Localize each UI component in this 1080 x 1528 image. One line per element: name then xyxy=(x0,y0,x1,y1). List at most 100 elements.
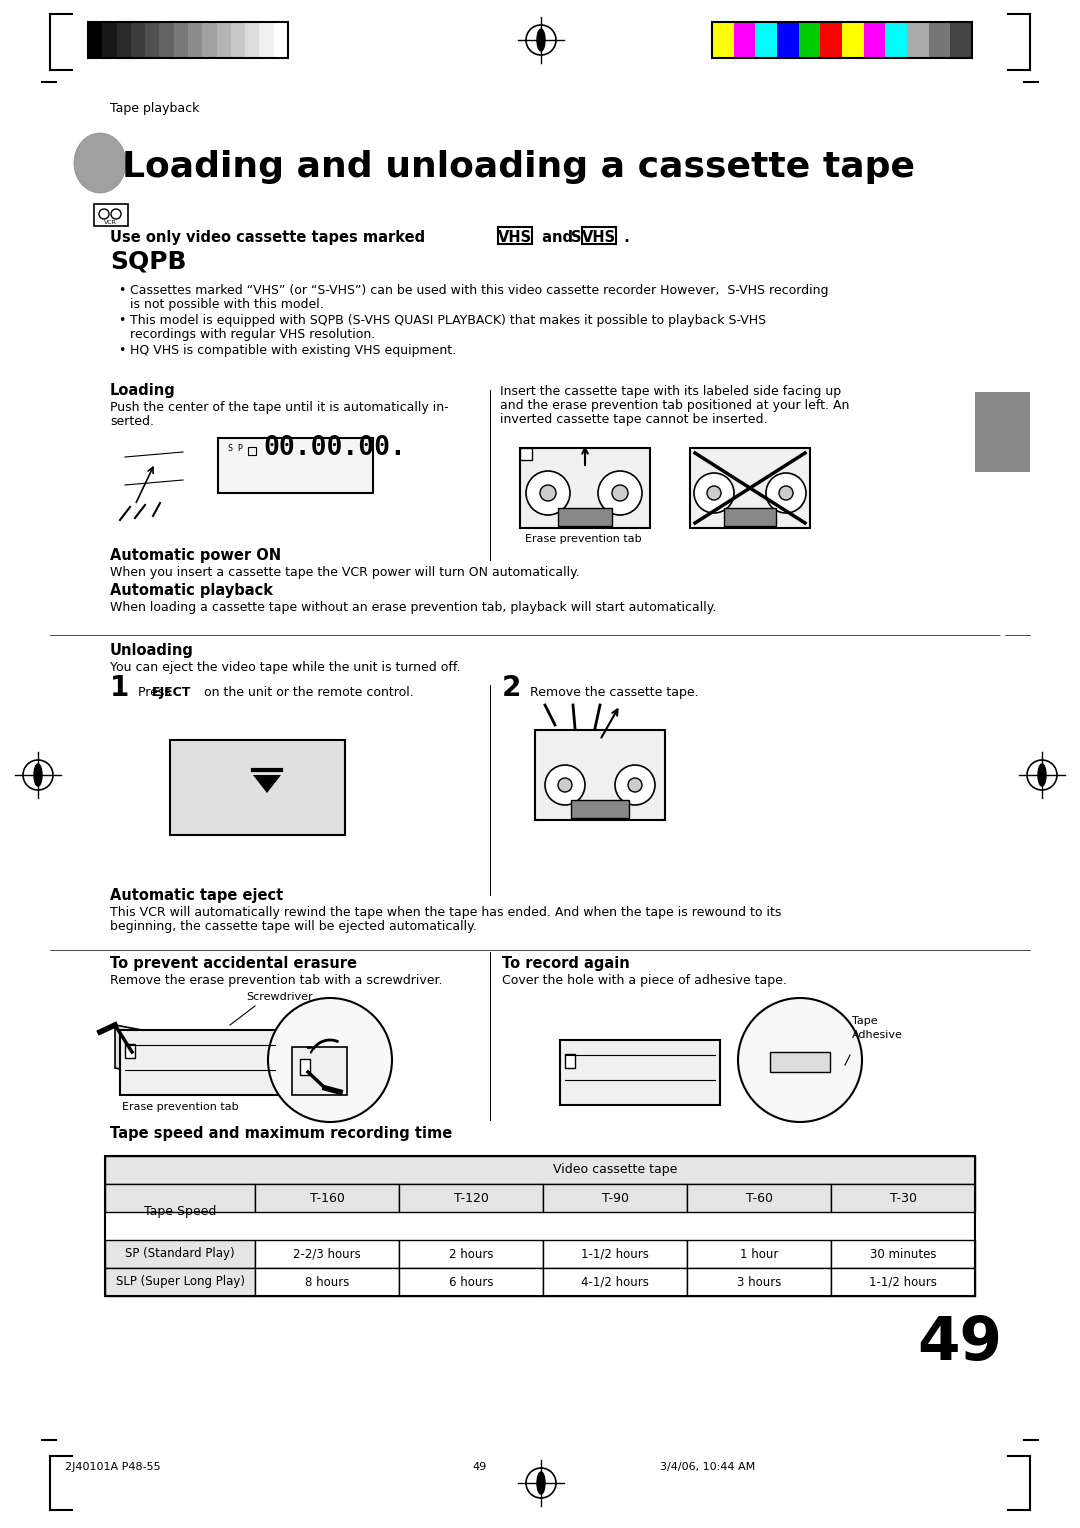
Circle shape xyxy=(268,998,392,1122)
Text: 2 hours: 2 hours xyxy=(449,1247,494,1261)
Text: Automatic power ON: Automatic power ON xyxy=(110,549,281,562)
Bar xyxy=(543,1268,687,1296)
Text: T-120: T-120 xyxy=(454,1192,488,1204)
Text: Screwdriver: Screwdriver xyxy=(246,992,313,1002)
Bar xyxy=(259,21,273,58)
Ellipse shape xyxy=(1038,764,1047,785)
Ellipse shape xyxy=(537,29,545,50)
Text: When you insert a cassette tape the VCR power will turn ON automatically.: When you insert a cassette tape the VCR … xyxy=(110,565,580,579)
Circle shape xyxy=(540,484,556,501)
Bar xyxy=(799,21,821,58)
Bar xyxy=(571,801,629,817)
Circle shape xyxy=(627,778,642,792)
Bar xyxy=(519,448,650,529)
Text: You can eject the video tape while the unit is turned off.: You can eject the video tape while the u… xyxy=(110,662,460,674)
Bar xyxy=(255,1184,399,1212)
Circle shape xyxy=(558,778,572,792)
Bar xyxy=(821,21,842,58)
Text: •: • xyxy=(118,344,125,358)
Text: 8 hours: 8 hours xyxy=(305,1276,349,1288)
Bar xyxy=(724,507,777,526)
Text: Automatic tape eject: Automatic tape eject xyxy=(110,888,283,903)
Text: To record again: To record again xyxy=(502,957,630,970)
Text: VHS: VHS xyxy=(582,231,616,244)
Text: S: S xyxy=(571,231,581,244)
Text: Push the center of the tape until it is automatically in-: Push the center of the tape until it is … xyxy=(110,400,448,414)
Text: 4-1/2 hours: 4-1/2 hours xyxy=(581,1276,649,1288)
Bar xyxy=(712,21,972,58)
Text: Tape: Tape xyxy=(852,1016,878,1025)
Text: Press: Press xyxy=(138,686,175,698)
Bar xyxy=(864,21,886,58)
Bar xyxy=(831,1184,975,1212)
Bar xyxy=(687,1241,831,1268)
Text: 2-2/3 hours: 2-2/3 hours xyxy=(293,1247,361,1261)
Bar xyxy=(498,228,532,244)
Bar xyxy=(733,21,755,58)
Text: on the unit or the remote control.: on the unit or the remote control. xyxy=(200,686,414,698)
Text: Loading and unloading a cassette tape: Loading and unloading a cassette tape xyxy=(122,150,915,183)
Bar xyxy=(170,740,345,834)
Bar xyxy=(273,21,288,58)
Circle shape xyxy=(545,766,585,805)
Polygon shape xyxy=(253,775,281,793)
Polygon shape xyxy=(114,1025,185,1083)
Bar xyxy=(519,448,532,460)
Text: 1-1/2 hours: 1-1/2 hours xyxy=(869,1276,937,1288)
Text: S P: S P xyxy=(228,445,243,452)
Text: recordings with regular VHS resolution.: recordings with regular VHS resolution. xyxy=(130,329,375,341)
Text: This VCR will automatically rewind the tape when the tape has ended. And when th: This VCR will automatically rewind the t… xyxy=(110,906,781,918)
Ellipse shape xyxy=(75,133,126,193)
Bar xyxy=(929,21,950,58)
Text: HQ VHS is compatible with existing VHS equipment.: HQ VHS is compatible with existing VHS e… xyxy=(130,344,456,358)
Bar xyxy=(543,1241,687,1268)
Bar xyxy=(543,1184,687,1212)
Text: and the erase prevention tab positioned at your left. An: and the erase prevention tab positioned … xyxy=(500,399,849,413)
Bar xyxy=(105,1241,255,1268)
Text: 2: 2 xyxy=(502,674,522,701)
Text: T-30: T-30 xyxy=(890,1192,917,1204)
Text: Loading: Loading xyxy=(110,384,176,397)
Bar xyxy=(777,21,799,58)
Text: 1: 1 xyxy=(110,674,130,701)
Text: Tape playback: Tape playback xyxy=(110,102,200,115)
Bar xyxy=(755,21,777,58)
Text: 49: 49 xyxy=(918,1314,1002,1374)
Text: Remove the erase prevention tab with a screwdriver.: Remove the erase prevention tab with a s… xyxy=(110,973,443,987)
Circle shape xyxy=(779,486,793,500)
Text: Automatic playback: Automatic playback xyxy=(110,584,273,597)
Circle shape xyxy=(615,766,654,805)
Text: •: • xyxy=(118,313,125,327)
Text: SP (Standard Play): SP (Standard Play) xyxy=(125,1247,234,1261)
Circle shape xyxy=(766,474,806,513)
Circle shape xyxy=(612,484,627,501)
Text: Erase prevention tab: Erase prevention tab xyxy=(525,533,642,544)
Text: Adhesive: Adhesive xyxy=(852,1030,903,1041)
Bar xyxy=(687,1184,831,1212)
Text: 2J40101A P48-55: 2J40101A P48-55 xyxy=(65,1462,161,1471)
Circle shape xyxy=(707,486,721,500)
Bar xyxy=(105,1157,975,1184)
Text: When loading a cassette tape without an erase prevention tab, playback will star: When loading a cassette tape without an … xyxy=(110,601,716,614)
Text: 3/4/06, 10:44 AM: 3/4/06, 10:44 AM xyxy=(660,1462,755,1471)
Text: 6 hours: 6 hours xyxy=(449,1276,494,1288)
Bar xyxy=(255,1268,399,1296)
Bar xyxy=(712,21,733,58)
Text: This model is equipped with SQPB (S-VHS QUASI PLAYBACK) that makes it possible t: This model is equipped with SQPB (S-VHS … xyxy=(130,313,766,327)
Text: SLP (Super Long Play): SLP (Super Long Play) xyxy=(116,1276,244,1288)
Text: Cover the hole with a piece of adhesive tape.: Cover the hole with a piece of adhesive … xyxy=(502,973,787,987)
Bar xyxy=(399,1184,543,1212)
Text: 3 hours: 3 hours xyxy=(737,1276,781,1288)
Bar xyxy=(687,1268,831,1296)
Text: and: and xyxy=(537,231,578,244)
Text: Tape speed and maximum recording time: Tape speed and maximum recording time xyxy=(110,1126,453,1141)
Text: Unloading: Unloading xyxy=(110,643,194,659)
Ellipse shape xyxy=(537,1471,545,1494)
Circle shape xyxy=(598,471,642,515)
Text: EJECT: EJECT xyxy=(152,686,191,698)
Text: T-60: T-60 xyxy=(745,1192,772,1204)
Bar xyxy=(105,1268,255,1296)
Text: SQPB: SQPB xyxy=(110,249,187,274)
Bar xyxy=(125,1044,135,1057)
Text: VCR: VCR xyxy=(104,220,117,225)
